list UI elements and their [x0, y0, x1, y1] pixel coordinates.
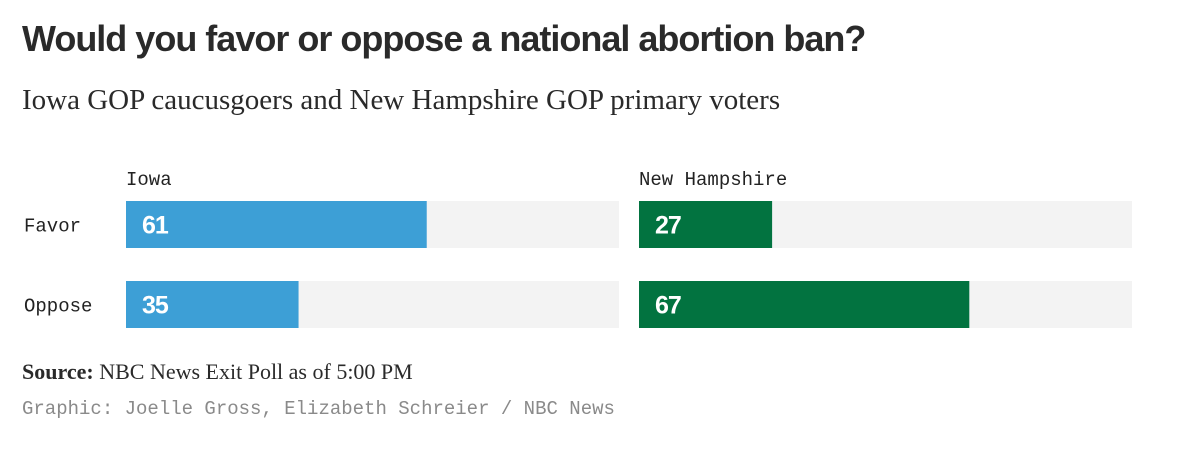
- graphic-credit: Graphic: Joelle Gross, Elizabeth Schreie…: [22, 398, 615, 420]
- bar-iowa-oppose: [126, 281, 299, 328]
- source-note: Source: NBC News Exit Poll as of 5:00 PM: [22, 359, 413, 385]
- data-label-new-hampshire-favor: 27: [655, 212, 681, 240]
- source-text: NBC News Exit Poll as of 5:00 PM: [99, 359, 413, 384]
- data-label-new-hampshire-oppose: 67: [655, 292, 681, 320]
- data-label-iowa-oppose: 35: [142, 292, 169, 320]
- source-label: Source:: [22, 359, 94, 384]
- bar-new-hampshire-oppose: [639, 281, 970, 328]
- bar-new-hampshire-favor: [639, 201, 773, 248]
- category-label-favor: Favor: [24, 216, 81, 238]
- series-label-iowa: Iowa: [126, 169, 172, 191]
- series-label-new-hampshire: New Hampshire: [639, 169, 787, 191]
- chart-subtitle: Iowa GOP caucusgoers and New Hampshire G…: [22, 84, 781, 116]
- bar-iowa-favor: [126, 201, 427, 248]
- bar-chart: Favor Oppose Iowa 61 35 New Hampshire 27 67: [24, 169, 1132, 328]
- data-label-iowa-favor: 61: [142, 212, 169, 240]
- category-label-oppose: Oppose: [24, 296, 92, 318]
- chart-title: Would you favor or oppose a national abo…: [22, 18, 866, 59]
